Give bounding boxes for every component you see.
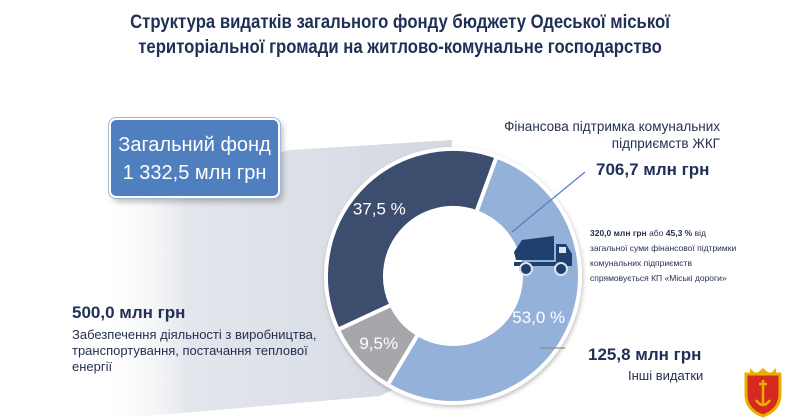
slice-percent-label: 9,5%	[359, 334, 398, 353]
page-title: Структура видатків загального фонду бюдж…	[101, 10, 699, 60]
odesa-coat-of-arms-emblem	[744, 368, 782, 418]
heat-description: Забезпечення діяльності з виробництва, т…	[72, 327, 317, 374]
support-description: Фінансова підтримка комунальних підприєм…	[504, 119, 720, 151]
other-value: 125,8 млн грн	[588, 345, 702, 364]
other-description: Інші видатки	[628, 368, 704, 383]
slice-percent-label: 37,5 %	[353, 199, 406, 218]
donut-hole	[385, 208, 521, 344]
leader-support	[511, 171, 586, 233]
total-fund-label: Загальний фонд	[118, 134, 271, 156]
total-fund-value: 1 332,5 млн грн	[122, 162, 267, 184]
title-line-1: Структура видатків загального фонду бюдж…	[130, 12, 670, 33]
roads-annotation: 320,0 млн грн або 45,3 % від загальної с…	[590, 228, 737, 283]
heat-value: 500,0 млн грн	[72, 303, 186, 322]
total-fund-box: Загальний фонд 1 332,5 млн грн	[109, 118, 280, 198]
title-line-2: територіальної громади на житлово-комуна…	[138, 37, 662, 58]
slice-percent-label: 53,0 %	[512, 308, 565, 327]
dump-truck-icon	[514, 236, 572, 276]
support-value: 706,7 млн грн	[596, 160, 710, 179]
